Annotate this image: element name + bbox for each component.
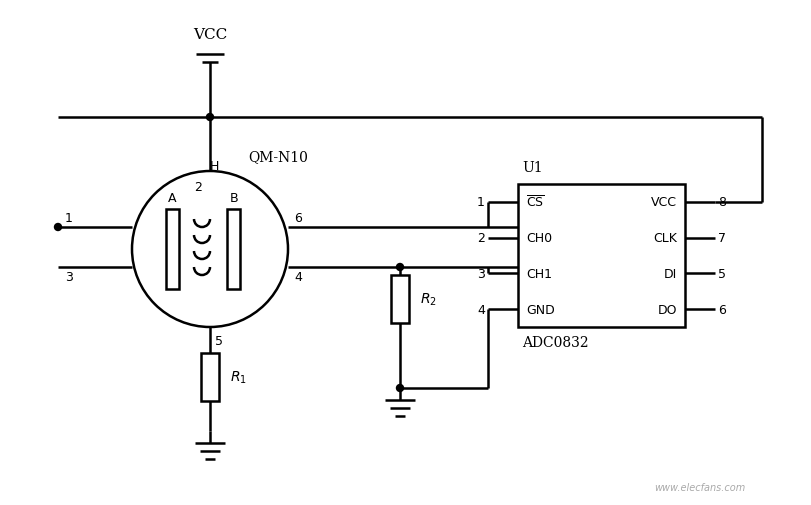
Text: GND: GND	[526, 303, 554, 316]
Text: CH0: CH0	[526, 232, 551, 244]
Text: DO: DO	[657, 303, 676, 316]
Text: ADC0832: ADC0832	[521, 335, 588, 349]
Text: H: H	[209, 159, 218, 172]
Text: 2: 2	[477, 232, 484, 244]
Bar	[201, 354, 219, 401]
Text: 4: 4	[477, 303, 484, 316]
Text: 2: 2	[194, 180, 202, 193]
Text: 5: 5	[215, 335, 223, 348]
Circle shape	[54, 224, 62, 231]
Text: $R_1$: $R_1$	[230, 369, 247, 385]
Bar	[517, 185, 684, 327]
Text: U1: U1	[521, 161, 542, 175]
Text: www.elecfans.com: www.elecfans.com	[654, 482, 744, 492]
Text: VCC: VCC	[193, 28, 227, 42]
Bar	[227, 210, 240, 289]
Text: DI: DI	[663, 267, 676, 280]
Bar	[391, 275, 409, 323]
Circle shape	[206, 114, 213, 121]
Text: B: B	[230, 191, 238, 204]
Text: $R_2$: $R_2$	[419, 291, 436, 308]
Text: QM-N10: QM-N10	[247, 149, 307, 164]
Text: 6: 6	[717, 303, 725, 316]
Text: 6: 6	[294, 212, 302, 225]
Bar	[165, 210, 178, 289]
Text: 4: 4	[294, 271, 302, 283]
Text: 8: 8	[717, 196, 725, 209]
Text: 1: 1	[65, 212, 73, 225]
Text: 7: 7	[717, 232, 725, 244]
Text: A: A	[168, 191, 176, 204]
Text: 3: 3	[65, 271, 73, 283]
Text: 1: 1	[477, 196, 484, 209]
Text: $\overline{\mathrm{CS}}$: $\overline{\mathrm{CS}}$	[526, 195, 544, 210]
Text: CLK: CLK	[652, 232, 676, 244]
Text: VCC: VCC	[650, 196, 676, 209]
Text: CH1: CH1	[526, 267, 551, 280]
Text: 5: 5	[717, 267, 725, 280]
Circle shape	[396, 385, 403, 392]
Text: 3: 3	[477, 267, 484, 280]
Circle shape	[396, 264, 403, 271]
